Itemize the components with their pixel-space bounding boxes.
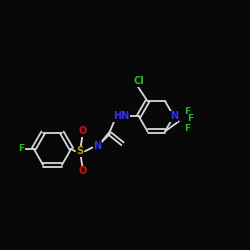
Text: F: F (187, 114, 193, 124)
Text: N: N (170, 111, 178, 121)
Text: F: F (184, 124, 190, 134)
Text: F: F (184, 107, 190, 116)
Text: N: N (94, 141, 102, 151)
Text: F: F (18, 144, 24, 153)
Text: S: S (76, 146, 84, 156)
Text: HN: HN (113, 111, 130, 121)
Text: O: O (78, 166, 86, 176)
Text: O: O (78, 126, 86, 136)
Text: Cl: Cl (133, 76, 144, 86)
